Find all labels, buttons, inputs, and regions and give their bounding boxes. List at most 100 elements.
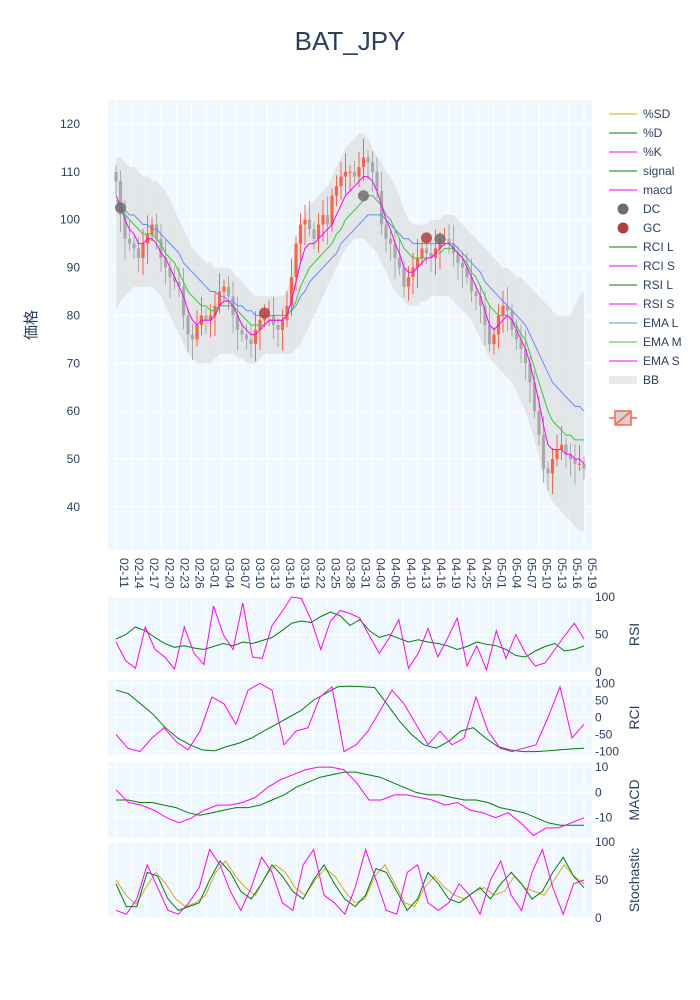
candle-body bbox=[388, 238, 393, 244]
stoch--k-line bbox=[115, 847, 585, 916]
candle bbox=[366, 150, 370, 180]
x-tick-label: 03-16 bbox=[283, 558, 297, 589]
x-tick-label: 04-25 bbox=[479, 558, 493, 589]
legend-label: EMA L bbox=[643, 316, 679, 330]
y-tick-label: 0 bbox=[595, 711, 602, 725]
macd-macd-line bbox=[115, 766, 585, 837]
y-tick-label: 90 bbox=[67, 261, 81, 275]
candle bbox=[127, 220, 132, 251]
candle bbox=[249, 324, 253, 359]
candle-body bbox=[406, 277, 411, 287]
candle bbox=[343, 153, 348, 194]
legend-swatch bbox=[617, 203, 629, 215]
candle-body bbox=[478, 296, 483, 306]
legend-item: RCI L bbox=[609, 240, 674, 254]
x-tick-label: 03-10 bbox=[253, 558, 267, 589]
y-tick-label: -100 bbox=[595, 745, 619, 759]
x-tick-label: 05-07 bbox=[525, 558, 539, 589]
candle-body bbox=[559, 444, 564, 450]
legend-label: signal bbox=[643, 164, 674, 178]
y-axis-title: MACD bbox=[626, 779, 642, 820]
rci-rci-s-line bbox=[115, 682, 585, 753]
x-tick-label: 03-01 bbox=[208, 558, 222, 589]
candle-body bbox=[447, 238, 451, 244]
x-tick-label: 03-04 bbox=[223, 558, 237, 589]
candle-body bbox=[424, 248, 429, 254]
y-tick-label: 50 bbox=[595, 873, 609, 887]
candle-body bbox=[141, 243, 145, 258]
candle-body bbox=[172, 277, 177, 282]
candle-body bbox=[523, 348, 528, 364]
candle bbox=[415, 239, 420, 289]
y-tick-label: 0 bbox=[595, 911, 602, 925]
candle-body bbox=[420, 248, 424, 258]
legend-label: BB bbox=[643, 373, 659, 387]
candle-body bbox=[325, 214, 330, 225]
candle-body bbox=[532, 382, 537, 412]
candle-body bbox=[370, 162, 375, 172]
golden-cross-marker bbox=[259, 307, 270, 319]
candle-body bbox=[384, 224, 388, 239]
candle-body bbox=[456, 253, 460, 263]
legend-item: EMA L bbox=[609, 316, 679, 330]
x-tick-label: 02-23 bbox=[177, 558, 191, 589]
candle-body bbox=[204, 315, 208, 321]
candle bbox=[114, 164, 118, 196]
x-tick-label: 05-01 bbox=[494, 558, 508, 589]
x-tick-label: 05-19 bbox=[585, 558, 599, 589]
candle-body bbox=[136, 248, 141, 258]
legend-label: RCI L bbox=[643, 240, 674, 254]
candle-body bbox=[348, 171, 352, 173]
candle bbox=[312, 222, 316, 250]
candle-body bbox=[402, 267, 406, 287]
candle-body bbox=[366, 157, 370, 163]
legend-swatch bbox=[617, 222, 629, 234]
candle-body bbox=[555, 449, 559, 460]
candle bbox=[325, 196, 330, 246]
candle-body bbox=[357, 167, 361, 177]
y-tick-label: 40 bbox=[67, 500, 81, 514]
candle bbox=[478, 285, 483, 324]
candle bbox=[537, 396, 541, 446]
candle-body bbox=[582, 463, 586, 469]
legend-label: EMA M bbox=[643, 335, 682, 349]
candle bbox=[298, 213, 303, 261]
candle bbox=[226, 275, 231, 311]
legend-label: RSI S bbox=[643, 297, 674, 311]
legend-candle-slash bbox=[615, 411, 631, 425]
candle-body bbox=[276, 325, 280, 330]
dead-cross-marker bbox=[358, 190, 369, 202]
candle-body bbox=[465, 267, 469, 278]
candle-body bbox=[163, 257, 168, 268]
x-tick-label: 05-16 bbox=[570, 558, 584, 589]
y-tick-label: 120 bbox=[60, 117, 80, 131]
x-tick-label: 03-07 bbox=[238, 558, 252, 589]
legend-item: %SD bbox=[609, 107, 671, 121]
legend-item: signal bbox=[609, 164, 674, 178]
candle bbox=[564, 437, 568, 469]
y-tick-label: 60 bbox=[67, 404, 81, 418]
candle bbox=[384, 217, 388, 253]
candle-body bbox=[127, 238, 132, 244]
candle bbox=[195, 310, 199, 347]
legend-label: RCI S bbox=[643, 259, 675, 273]
candle-body bbox=[330, 195, 334, 225]
candle-body bbox=[550, 459, 555, 474]
y-tick-label: 0 bbox=[595, 665, 602, 679]
candle-body bbox=[379, 190, 384, 225]
y-tick-label: -50 bbox=[595, 728, 613, 742]
candle-body bbox=[253, 329, 258, 345]
candle bbox=[370, 151, 375, 193]
candle bbox=[577, 445, 582, 472]
candle bbox=[532, 371, 537, 419]
candle bbox=[289, 258, 294, 317]
legend-item: %D bbox=[609, 126, 663, 140]
x-tick-label: 05-04 bbox=[510, 558, 524, 589]
legend-item: %K bbox=[609, 145, 662, 159]
candle bbox=[132, 236, 136, 259]
y-axis-title: 価格 bbox=[23, 310, 40, 340]
candle bbox=[118, 170, 123, 233]
dead-cross-marker bbox=[115, 202, 126, 214]
y-tick-label: 100 bbox=[595, 590, 615, 604]
candle-body bbox=[321, 214, 325, 225]
